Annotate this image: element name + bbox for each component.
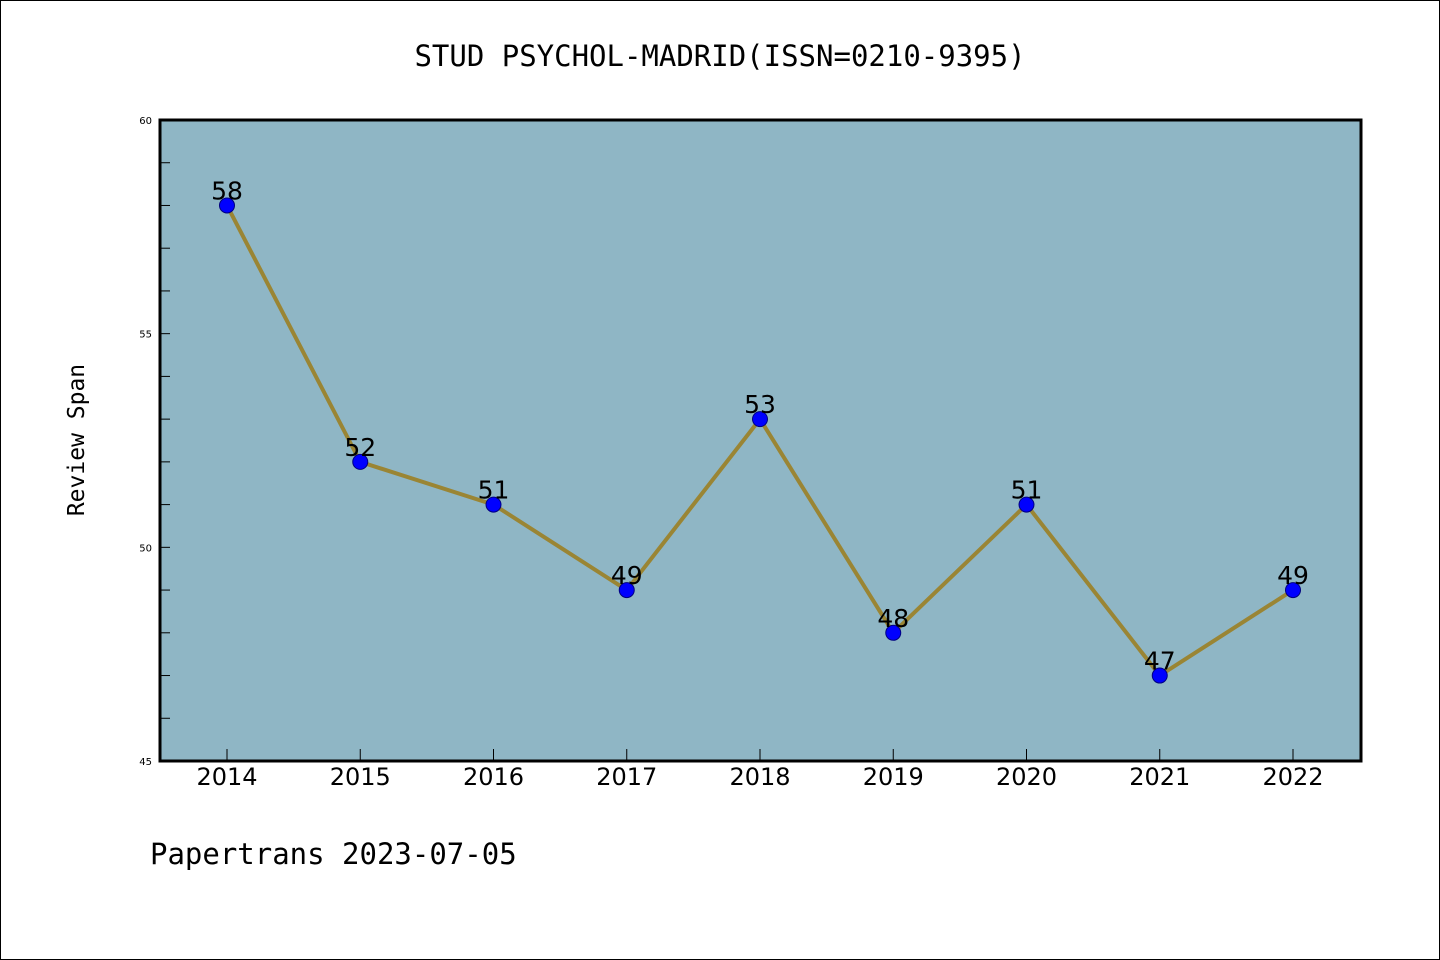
data-point-marker bbox=[1018, 496, 1035, 513]
data-label: 51 bbox=[1011, 476, 1043, 505]
x-tick-label: 2016 bbox=[463, 763, 524, 791]
y-tick-label: 60 bbox=[139, 116, 152, 127]
y-axis-label: Review Span bbox=[64, 364, 90, 516]
footer-text: Papertrans 2023-07-05 bbox=[150, 837, 517, 871]
chart-title: STUD PSYCHOL-MADRID(ISSN=0210-9395) bbox=[414, 39, 1025, 73]
x-tick-label: 2021 bbox=[1129, 763, 1190, 791]
data-label: 49 bbox=[1277, 561, 1309, 590]
y-tick-label: 55 bbox=[139, 330, 152, 341]
data-label: 53 bbox=[744, 390, 776, 419]
x-tick-label: 2014 bbox=[196, 763, 257, 791]
data-label: 47 bbox=[1144, 647, 1176, 676]
series-markers bbox=[219, 197, 1301, 684]
x-tick-label: 2020 bbox=[996, 763, 1057, 791]
data-labels: 58 52 51 49 53 48 51 47 49 bbox=[211, 176, 1309, 675]
x-tick-label: 2017 bbox=[596, 763, 657, 791]
data-point-marker bbox=[1151, 667, 1168, 684]
y-axis-ticks: 45 50 55 60 bbox=[139, 116, 152, 768]
data-label: 48 bbox=[877, 604, 909, 633]
y-tick-label: 50 bbox=[139, 543, 152, 554]
data-point-marker bbox=[1285, 582, 1301, 599]
x-tick-label: 2015 bbox=[330, 763, 391, 791]
data-point-marker bbox=[618, 582, 635, 599]
data-point-marker bbox=[485, 496, 502, 513]
y-tick-label: 45 bbox=[139, 757, 152, 768]
plot-border bbox=[158, 118, 1363, 763]
x-tick-label: 2022 bbox=[1262, 763, 1323, 791]
x-tick-label: 2018 bbox=[729, 763, 790, 791]
x-tick-label: 2019 bbox=[863, 763, 924, 791]
data-label: 52 bbox=[344, 433, 376, 462]
data-label: 49 bbox=[611, 561, 643, 590]
data-point-marker bbox=[219, 197, 235, 214]
data-label: 51 bbox=[478, 476, 510, 505]
data-point-marker bbox=[885, 624, 902, 641]
data-label: 58 bbox=[211, 176, 243, 205]
data-point-marker bbox=[752, 411, 768, 428]
x-axis-ticks: 2014 2015 2016 2017 2018 2019 2020 2021 2022 bbox=[196, 749, 1324, 791]
plot-area bbox=[160, 120, 1361, 761]
data-point-marker bbox=[352, 453, 369, 470]
